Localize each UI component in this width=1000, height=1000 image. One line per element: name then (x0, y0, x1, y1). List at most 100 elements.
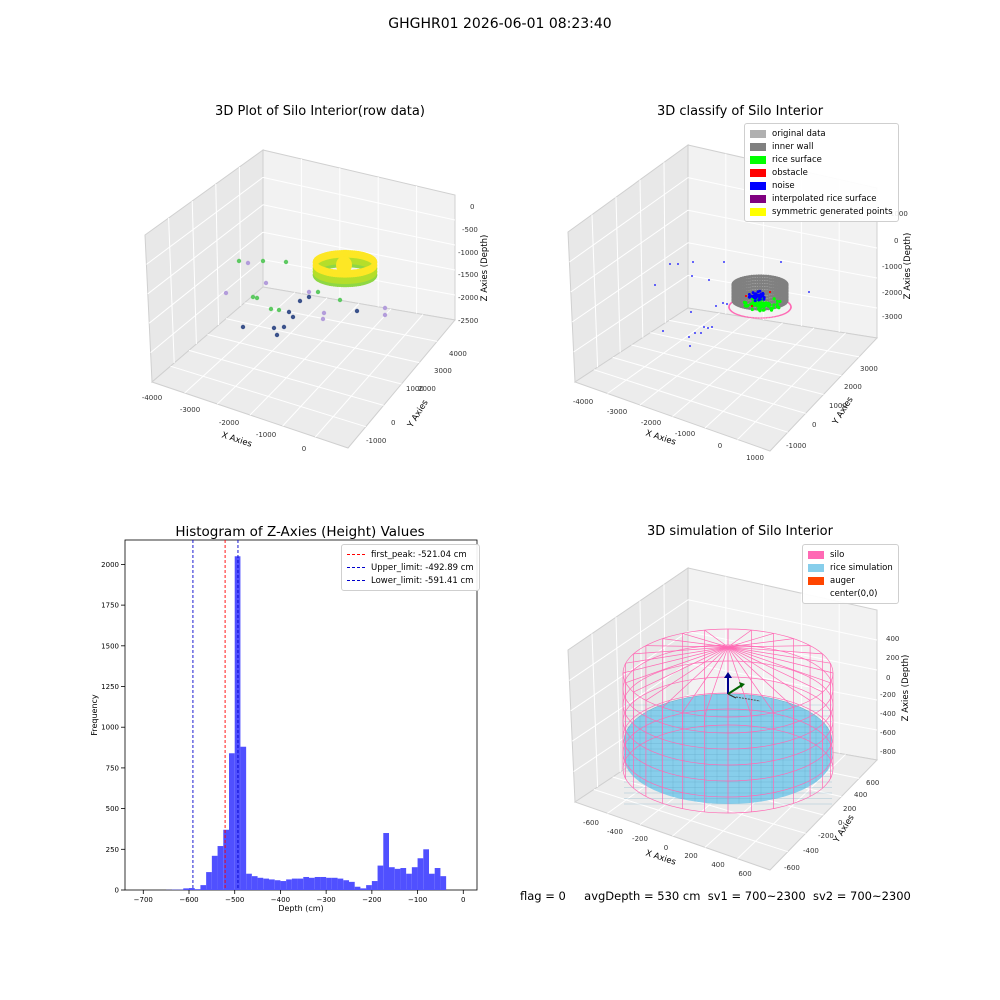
histogram-bar (211, 855, 218, 890)
classify-point (752, 280, 756, 284)
raw-point (263, 280, 269, 286)
histogram-x-tick-label: −100 (408, 896, 427, 904)
raw-y-tick: 3000 (434, 367, 452, 375)
legend-entry: noise (750, 179, 893, 192)
classify-point (703, 326, 705, 328)
silo-roof-rib (645, 645, 729, 648)
status-line: flag = 0 avgDepth = 530 cm sv1 = 700~230… (520, 889, 911, 903)
silo-roof-rib (727, 646, 831, 664)
classify-point (662, 330, 664, 332)
legend-swatch (750, 181, 766, 190)
histogram-y-tick-label: 0 (115, 887, 119, 895)
grid-line (663, 162, 666, 323)
histogram-y-tick-label: 1750 (101, 602, 119, 610)
legend-entry: silo (808, 548, 893, 561)
silo-roof-rib (633, 646, 729, 655)
silo-roof-rib (682, 646, 729, 713)
histogram-y-tick-label: 2000 (101, 561, 119, 569)
histogram-legend: first_peak: -521.04 cm Upper_limit: -492.… (341, 544, 480, 591)
classify-point (762, 286, 766, 290)
histogram-title: Histogram of Z-Axies (Height) Values (175, 524, 425, 540)
classify-point (764, 274, 768, 278)
classify-y-tick: 3000 (860, 365, 878, 373)
raw-data-panel: 3D Plot of Silo Interior(row data) -4000… (140, 100, 500, 460)
raw-point (260, 258, 266, 264)
raw-z-tick: -1000 (458, 249, 478, 257)
legend-label: noise (772, 180, 795, 191)
classify-point (754, 280, 759, 284)
histogram-bar (360, 888, 367, 890)
classify-point (776, 315, 778, 318)
grid-line (737, 754, 846, 860)
histogram-bar (320, 876, 327, 890)
raw-point (372, 259, 378, 264)
raw-z-tick: -2500 (458, 317, 478, 325)
classify-y-tick: 0 (812, 421, 816, 429)
classify-point (762, 274, 766, 278)
classify-point (746, 316, 749, 318)
simulation-scene (622, 628, 834, 814)
classify-point (757, 317, 760, 319)
histogram-bar (366, 885, 372, 890)
histogram-x-axis: −700 −600 −500 −400 −300 −200 −100 0 (134, 890, 466, 904)
silo-roof-rib (727, 646, 823, 655)
sim-x-tick: 400 (711, 861, 724, 869)
classify-x-tick: 0 (718, 442, 722, 450)
silo-roof-rib (727, 646, 831, 684)
legend-entry: Lower_limit: -591.41 cm (347, 574, 474, 587)
silo-roof-rib (727, 629, 752, 648)
classify-x-label: X Axies (644, 428, 677, 447)
classify-point (757, 283, 761, 287)
raw-point (283, 259, 289, 265)
raw-z-ticks: 0 -500 -1000 -1500 -2000 -2500 (458, 203, 478, 325)
histogram-bar (257, 877, 264, 890)
histogram-x-tick-label: −500 (225, 896, 244, 904)
raw-x-tick: -1000 (256, 431, 276, 439)
classify-point (745, 316, 747, 318)
center-x-arrow (727, 693, 737, 699)
classify-point (765, 317, 768, 319)
raw-point (321, 310, 327, 316)
legend-entry: obstacle (750, 166, 893, 179)
histogram-bar (377, 865, 384, 890)
histogram-y-tick-label: 1500 (101, 642, 119, 650)
classify-point (759, 277, 763, 281)
histogram-bar (183, 888, 189, 890)
classify-point (751, 316, 753, 319)
classify-point (760, 317, 763, 319)
histogram-bar (389, 867, 395, 890)
classify-point (747, 295, 751, 299)
classify-legend: original data inner wall rice surface obsta… (744, 123, 899, 222)
legend-entry: rice surface (750, 153, 893, 166)
histogram-bar (343, 880, 349, 890)
grid-line (191, 200, 197, 345)
raw-data-title: 3D Plot of Silo Interior(row data) (215, 104, 425, 119)
histogram-bar (234, 556, 241, 890)
classify-z-tick: -3000 (882, 313, 902, 321)
grid-line (147, 204, 264, 295)
simulation-z-ticks: 400 200 0 -200 -400 -600 -800 (880, 635, 899, 756)
histogram-bar (337, 878, 344, 890)
grid-line (148, 231, 264, 324)
legend-swatch (750, 155, 766, 164)
classify-point (749, 316, 752, 319)
histogram-bar (280, 881, 287, 890)
classify-point (756, 317, 758, 319)
raw-point (281, 324, 287, 330)
simulation-3d-plot: -600 -400 -200 0 200 400 600 X Axies -60… (567, 567, 911, 878)
classify-point (762, 296, 766, 299)
sv2-status: sv2 = 700~2300 (812, 889, 911, 903)
legend-label: inner wall (772, 141, 814, 152)
classify-point (762, 283, 766, 287)
classify-point (759, 280, 763, 284)
raw-point (315, 289, 321, 295)
classify-point (750, 304, 754, 308)
raw-point (236, 258, 242, 264)
classify-point (754, 277, 759, 281)
histogram-y-tick-label: 750 (106, 764, 119, 772)
raw-point (382, 305, 388, 311)
classify-point (768, 290, 772, 294)
histogram-bar (434, 868, 441, 890)
raw-point (271, 325, 277, 331)
grid-line (569, 177, 689, 263)
